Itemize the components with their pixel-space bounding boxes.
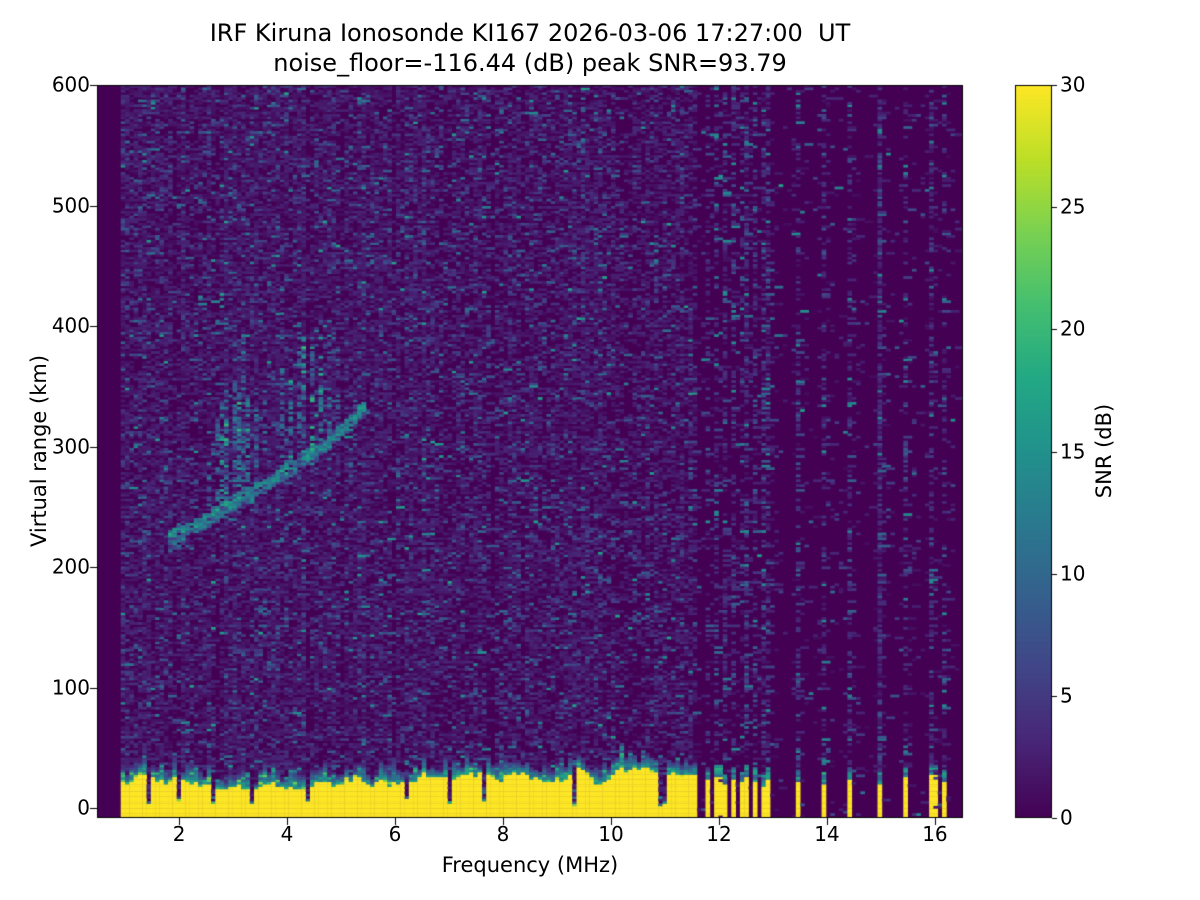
colorbar-label: SNR (dB) xyxy=(1092,403,1116,499)
colorbar-tick-label: 25 xyxy=(1060,194,1086,219)
x-tick-label: 2 xyxy=(172,822,186,846)
y-axis-label: Virtual range (km) xyxy=(27,354,51,548)
x-axis-label: Frequency (MHz) xyxy=(441,853,619,877)
x-tick-label: 16 xyxy=(922,822,948,846)
colorbar-tick-label: 10 xyxy=(1060,561,1086,586)
y-tick-label: 0 xyxy=(77,795,90,820)
y-tick-label: 200 xyxy=(51,554,90,579)
colorbar-tick-label: 15 xyxy=(1060,439,1086,464)
colorbar-tick-label: 30 xyxy=(1060,72,1086,97)
y-tick-label: 600 xyxy=(51,72,90,97)
y-tick-label: 300 xyxy=(51,434,90,459)
x-tick-label: 8 xyxy=(496,822,510,846)
colorbar-tick-label: 20 xyxy=(1060,316,1086,341)
colorbar-tick-label: 5 xyxy=(1060,683,1073,708)
plot-subtitle: noise_floor=-116.44 (dB) peak SNR=93.79 xyxy=(273,49,787,77)
x-tick-label: 12 xyxy=(706,822,732,846)
y-tick-label: 100 xyxy=(51,675,90,700)
x-tick-label: 6 xyxy=(388,822,402,846)
plot-title: IRF Kiruna Ionosonde KI167 2026-03-06 17… xyxy=(209,19,851,47)
x-tick-label: 10 xyxy=(598,822,624,846)
x-tick-label: 14 xyxy=(814,822,840,846)
x-tick-label: 4 xyxy=(280,822,294,846)
y-tick-label: 400 xyxy=(51,313,90,338)
y-tick-label: 500 xyxy=(51,193,90,218)
colorbar-tick-label: 0 xyxy=(1060,805,1073,830)
